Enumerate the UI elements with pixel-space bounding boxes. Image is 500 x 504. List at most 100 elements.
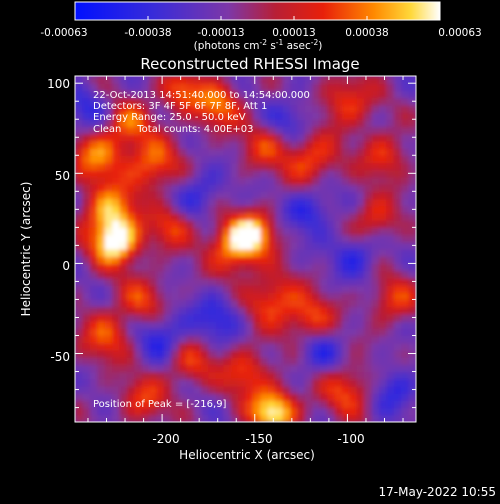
- heatmap-cell: [275, 371, 284, 380]
- heatmap-cell: [356, 112, 365, 120]
- heatmap-cell: [371, 220, 380, 228]
- heatmap-cell: [112, 148, 121, 156]
- heatmap-cell: [223, 148, 232, 156]
- heatmap-cell: [393, 191, 402, 200]
- heatmap-cell: [208, 169, 217, 178]
- heatmap-cell: [252, 205, 261, 214]
- heatmap-cell: [178, 393, 187, 401]
- heatmap-cell: [75, 335, 84, 344]
- heatmap-cell: [163, 198, 172, 207]
- heatmap-cell: [186, 299, 195, 308]
- heatmap-cell: [252, 357, 261, 365]
- heatmap-cell: [334, 256, 343, 265]
- heatmap-cell: [112, 393, 121, 401]
- heatmap-cell: [97, 212, 106, 221]
- heatmap-cell: [312, 169, 321, 178]
- heatmap-cell: [371, 205, 380, 214]
- heatmap-cell: [112, 205, 121, 214]
- heatmap-cell: [275, 414, 284, 422]
- heatmap-cell: [141, 119, 150, 128]
- heatmap-cell: [104, 97, 113, 106]
- heatmap-cell: [208, 176, 217, 185]
- heatmap-cell: [319, 349, 328, 358]
- heatmap-cell: [119, 299, 128, 308]
- heatmap-cell: [260, 256, 269, 265]
- heatmap-cell: [134, 184, 143, 192]
- heatmap-cell: [275, 385, 284, 394]
- heatmap-cell: [89, 270, 98, 279]
- heatmap-cell: [312, 256, 321, 265]
- heatmap-cell: [282, 198, 291, 207]
- heatmap-cell: [371, 241, 380, 250]
- heatmap-cell: [230, 321, 239, 329]
- heatmap-cell: [186, 133, 195, 142]
- heatmap-cell: [163, 357, 172, 365]
- heatmap-cell: [193, 407, 202, 416]
- heatmap-cell: [393, 220, 402, 228]
- heatmap-cell: [97, 277, 106, 286]
- heatmap-cell: [141, 385, 150, 394]
- x-tick-label: -200: [152, 432, 179, 446]
- heatmap-cell: [223, 285, 232, 293]
- heatmap-cell: [408, 378, 416, 387]
- heatmap-cell: [186, 220, 195, 228]
- heatmap-cell: [163, 393, 172, 401]
- heatmap-cell: [260, 313, 269, 322]
- heatmap-cell: [304, 249, 313, 257]
- heatmap-cell: [112, 378, 121, 387]
- heatmap-cell: [186, 285, 195, 293]
- heatmap-cell: [126, 393, 135, 401]
- heatmap-cell: [289, 357, 298, 365]
- heatmap-cell: [386, 184, 395, 192]
- heatmap-cell: [82, 256, 91, 265]
- heatmap-cell: [230, 191, 239, 200]
- heatmap-cell: [408, 234, 416, 243]
- heatmap-cell: [156, 256, 165, 265]
- heatmap-cell: [319, 212, 328, 221]
- heatmap-cell: [208, 385, 217, 394]
- heatmap-cell: [386, 198, 395, 207]
- heatmap-cell: [119, 335, 128, 344]
- heatmap-cell: [75, 198, 84, 207]
- heatmap-cell: [238, 220, 247, 228]
- heatmap-cell: [178, 249, 187, 257]
- heatmap-cell: [252, 378, 261, 387]
- heatmap-cell: [89, 133, 98, 142]
- heatmap-cell: [223, 104, 232, 113]
- heatmap-cell: [215, 277, 224, 286]
- heatmap-cell: [215, 349, 224, 358]
- heatmap-cell: [215, 313, 224, 322]
- heatmap-cell: [319, 83, 328, 92]
- heatmap-cell: [193, 155, 202, 164]
- heatmap-cell: [319, 313, 328, 322]
- heatmap-cell: [349, 407, 358, 416]
- heatmap-cell: [378, 90, 387, 99]
- heatmap-cell: [245, 162, 254, 171]
- heatmap-cell: [112, 176, 121, 185]
- heatmap-cell: [208, 321, 217, 329]
- heatmap-cell: [223, 277, 232, 286]
- heatmap-cell: [171, 119, 180, 128]
- heatmap-cell: [163, 119, 172, 128]
- heatmap-cell: [89, 198, 98, 207]
- heatmap-cell: [349, 126, 358, 135]
- heatmap-cell: [215, 162, 224, 171]
- heatmap-cell: [297, 385, 306, 394]
- heatmap-cell: [215, 335, 224, 344]
- heatmap-cell: [119, 198, 128, 207]
- heatmap-cell: [141, 155, 150, 164]
- heatmap-cell: [378, 335, 387, 344]
- heatmap-cell: [223, 234, 232, 243]
- heatmap-cell: [304, 400, 313, 409]
- heatmap-cell: [112, 119, 121, 128]
- heatmap-cell: [238, 234, 247, 243]
- heatmap-cell: [401, 169, 410, 178]
- heatmap-cell: [178, 90, 187, 99]
- heatmap-cell: [230, 234, 239, 243]
- heatmap-cell: [238, 321, 247, 329]
- heatmap-cell: [97, 313, 106, 322]
- heatmap-cell: [245, 270, 254, 279]
- heatmap-cell: [178, 212, 187, 221]
- heatmap-cell: [260, 335, 269, 344]
- heatmap-cell: [245, 364, 254, 373]
